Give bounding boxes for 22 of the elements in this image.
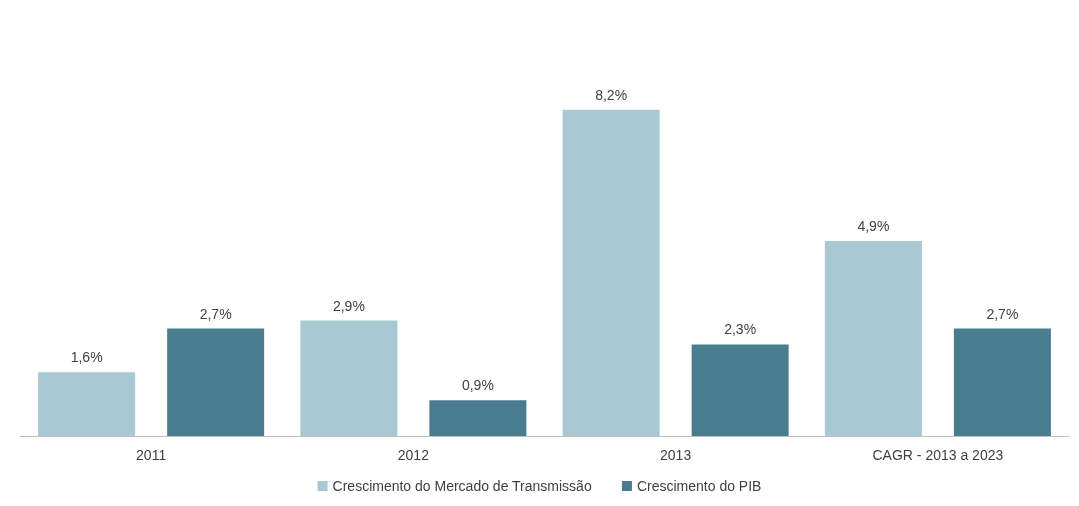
x-tick-label: 2011: [136, 447, 167, 463]
bar: [953, 328, 1051, 436]
data-label: 1,6%: [70, 349, 103, 366]
data-label: 2,3%: [724, 321, 757, 338]
legend-label: Crescimento do Mercado de Transmissão: [332, 478, 592, 494]
bar: [429, 400, 527, 436]
data-label: 8,2%: [595, 86, 628, 103]
x-tick-label: 2012: [397, 447, 430, 463]
data-label: 2,9%: [332, 297, 365, 314]
data-label: 2,7%: [986, 305, 1019, 322]
data-label: 2,7%: [199, 305, 232, 322]
bar: [38, 372, 136, 436]
bar: [300, 320, 398, 436]
x-tick-label: CAGR - 2013 a 2023: [872, 447, 1004, 463]
bar: [824, 240, 922, 436]
bar: [562, 109, 660, 436]
legend-label: Crescimento do PIB: [636, 478, 762, 494]
data-label: 4,9%: [857, 217, 890, 234]
bar: [691, 344, 789, 436]
bar: [167, 328, 265, 436]
x-tick-label: 2013: [660, 447, 692, 463]
data-label: 0,9%: [461, 377, 494, 394]
